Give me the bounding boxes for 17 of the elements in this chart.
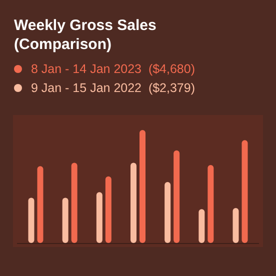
bar <box>208 165 214 243</box>
bar <box>96 192 102 243</box>
bar <box>232 208 239 243</box>
legend-label: 8 Jan - 14 Jan 2023 ($4,680) <box>31 62 196 76</box>
chart-title: Weekly Gross Sales (Comparison) <box>14 17 156 53</box>
bar <box>198 209 205 243</box>
bar <box>71 162 78 243</box>
bar <box>37 166 44 243</box>
legend-label: 9 Jan - 15 Jan 2022 ($2,379) <box>31 81 196 95</box>
bar <box>164 182 171 243</box>
bar <box>62 198 68 243</box>
bar <box>28 198 34 243</box>
bar <box>105 176 112 243</box>
bar <box>174 150 180 243</box>
bar <box>242 140 248 243</box>
bar <box>140 130 146 243</box>
bar <box>130 162 136 243</box>
